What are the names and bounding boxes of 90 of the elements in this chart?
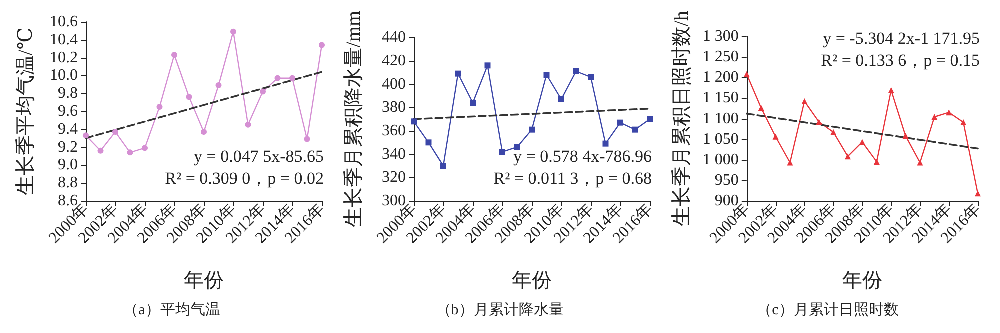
point [216,82,222,89]
y-tick-label: 360 [382,122,406,140]
y-tick-label: 9.2 [58,138,78,156]
point [98,148,104,154]
y-axis-title: 生长季月累积降水量/mm [343,10,365,228]
y-tick-label: 320 [382,169,406,186]
point [588,74,594,80]
point [426,140,432,146]
x-axis-title: 年份 [512,270,552,292]
y-tick-label: 10.4 [50,31,78,48]
text: （a）平均气温 [124,302,220,318]
annotation: R² = 0.133 6，p = 0.15 [821,51,980,70]
point [172,52,178,58]
point [830,129,837,136]
point [245,122,252,128]
point [127,150,134,156]
point [932,114,938,120]
point [917,160,924,166]
point [274,75,281,82]
point [960,119,967,126]
y-tick-label: 8.8 [58,174,78,192]
point [975,190,981,197]
point [802,98,808,105]
x-axis-title: 年份 [184,270,224,292]
point [544,72,550,78]
annotation: y = -5.304 2x-1 171.95 [823,29,980,48]
point [484,62,491,69]
point [411,118,417,125]
point [874,158,880,165]
point [602,140,609,147]
point [758,105,764,112]
annotation: y = 0.047 5x-85.65 [194,147,324,166]
y-tick-label: 380 [382,99,406,116]
text: （b）月累计降水量 [436,302,564,318]
y-tick-label: 1 300 [702,28,739,46]
y-tick-label: 1 000 [702,151,739,168]
annotation: y = 0.578 4x-786.96 [514,147,652,166]
point [744,71,750,78]
y-tick-label: 420 [382,52,406,70]
y-tick-label: 9.8 [58,85,78,102]
y-tick-label: 9.6 [58,103,78,120]
point [647,116,653,122]
y-tick-label: 1 100 [702,110,739,128]
point [772,134,779,140]
y-tick-label: 1 200 [702,69,739,86]
point [902,133,909,140]
text: （c）月累计日照时数 [757,302,899,318]
y-tick-label: 440 [382,29,406,46]
point [290,75,296,82]
y-tick-label: 400 [382,76,406,93]
y-axis-title: 生长季平均气温/℃ [15,28,37,196]
y-tick-label: 1 150 [702,90,739,107]
point [529,126,535,133]
y-tick-label: 1 050 [702,130,739,148]
y-tick-label: 950 [714,172,739,189]
point [816,119,822,126]
point [304,136,310,142]
point [230,28,236,35]
point [946,110,952,116]
point [83,132,89,139]
point [632,126,638,133]
point [618,120,624,126]
point [787,160,794,166]
y-tick-label: 340 [382,146,406,163]
y-tick-label: 10.0 [50,67,78,84]
point [440,163,446,169]
point [573,68,580,75]
y-tick-label: 1 250 [702,48,739,66]
annotation: R² = 0.309 0，p = 0.02 [165,169,324,188]
point [470,100,476,106]
point [845,154,852,160]
point [186,94,192,100]
point [260,88,266,95]
x-axis-title: 年份 [842,270,882,292]
point [142,145,148,152]
point [514,144,520,150]
point [112,129,118,136]
annotation: R² = 0.011 3，p = 0.68 [494,169,652,188]
point [201,129,207,136]
y-axis-title: 生长季月累积日照时数/h [671,10,693,227]
y-tick-label: 10.6 [50,14,78,30]
point [888,87,894,94]
point [156,104,163,110]
y-tick-label: 9.0 [58,156,78,174]
point [455,70,462,77]
y-tick-label: 10.2 [50,49,78,66]
point [319,42,325,48]
point [500,149,506,155]
y-tick-label: 9.4 [58,120,78,138]
point [558,96,564,102]
